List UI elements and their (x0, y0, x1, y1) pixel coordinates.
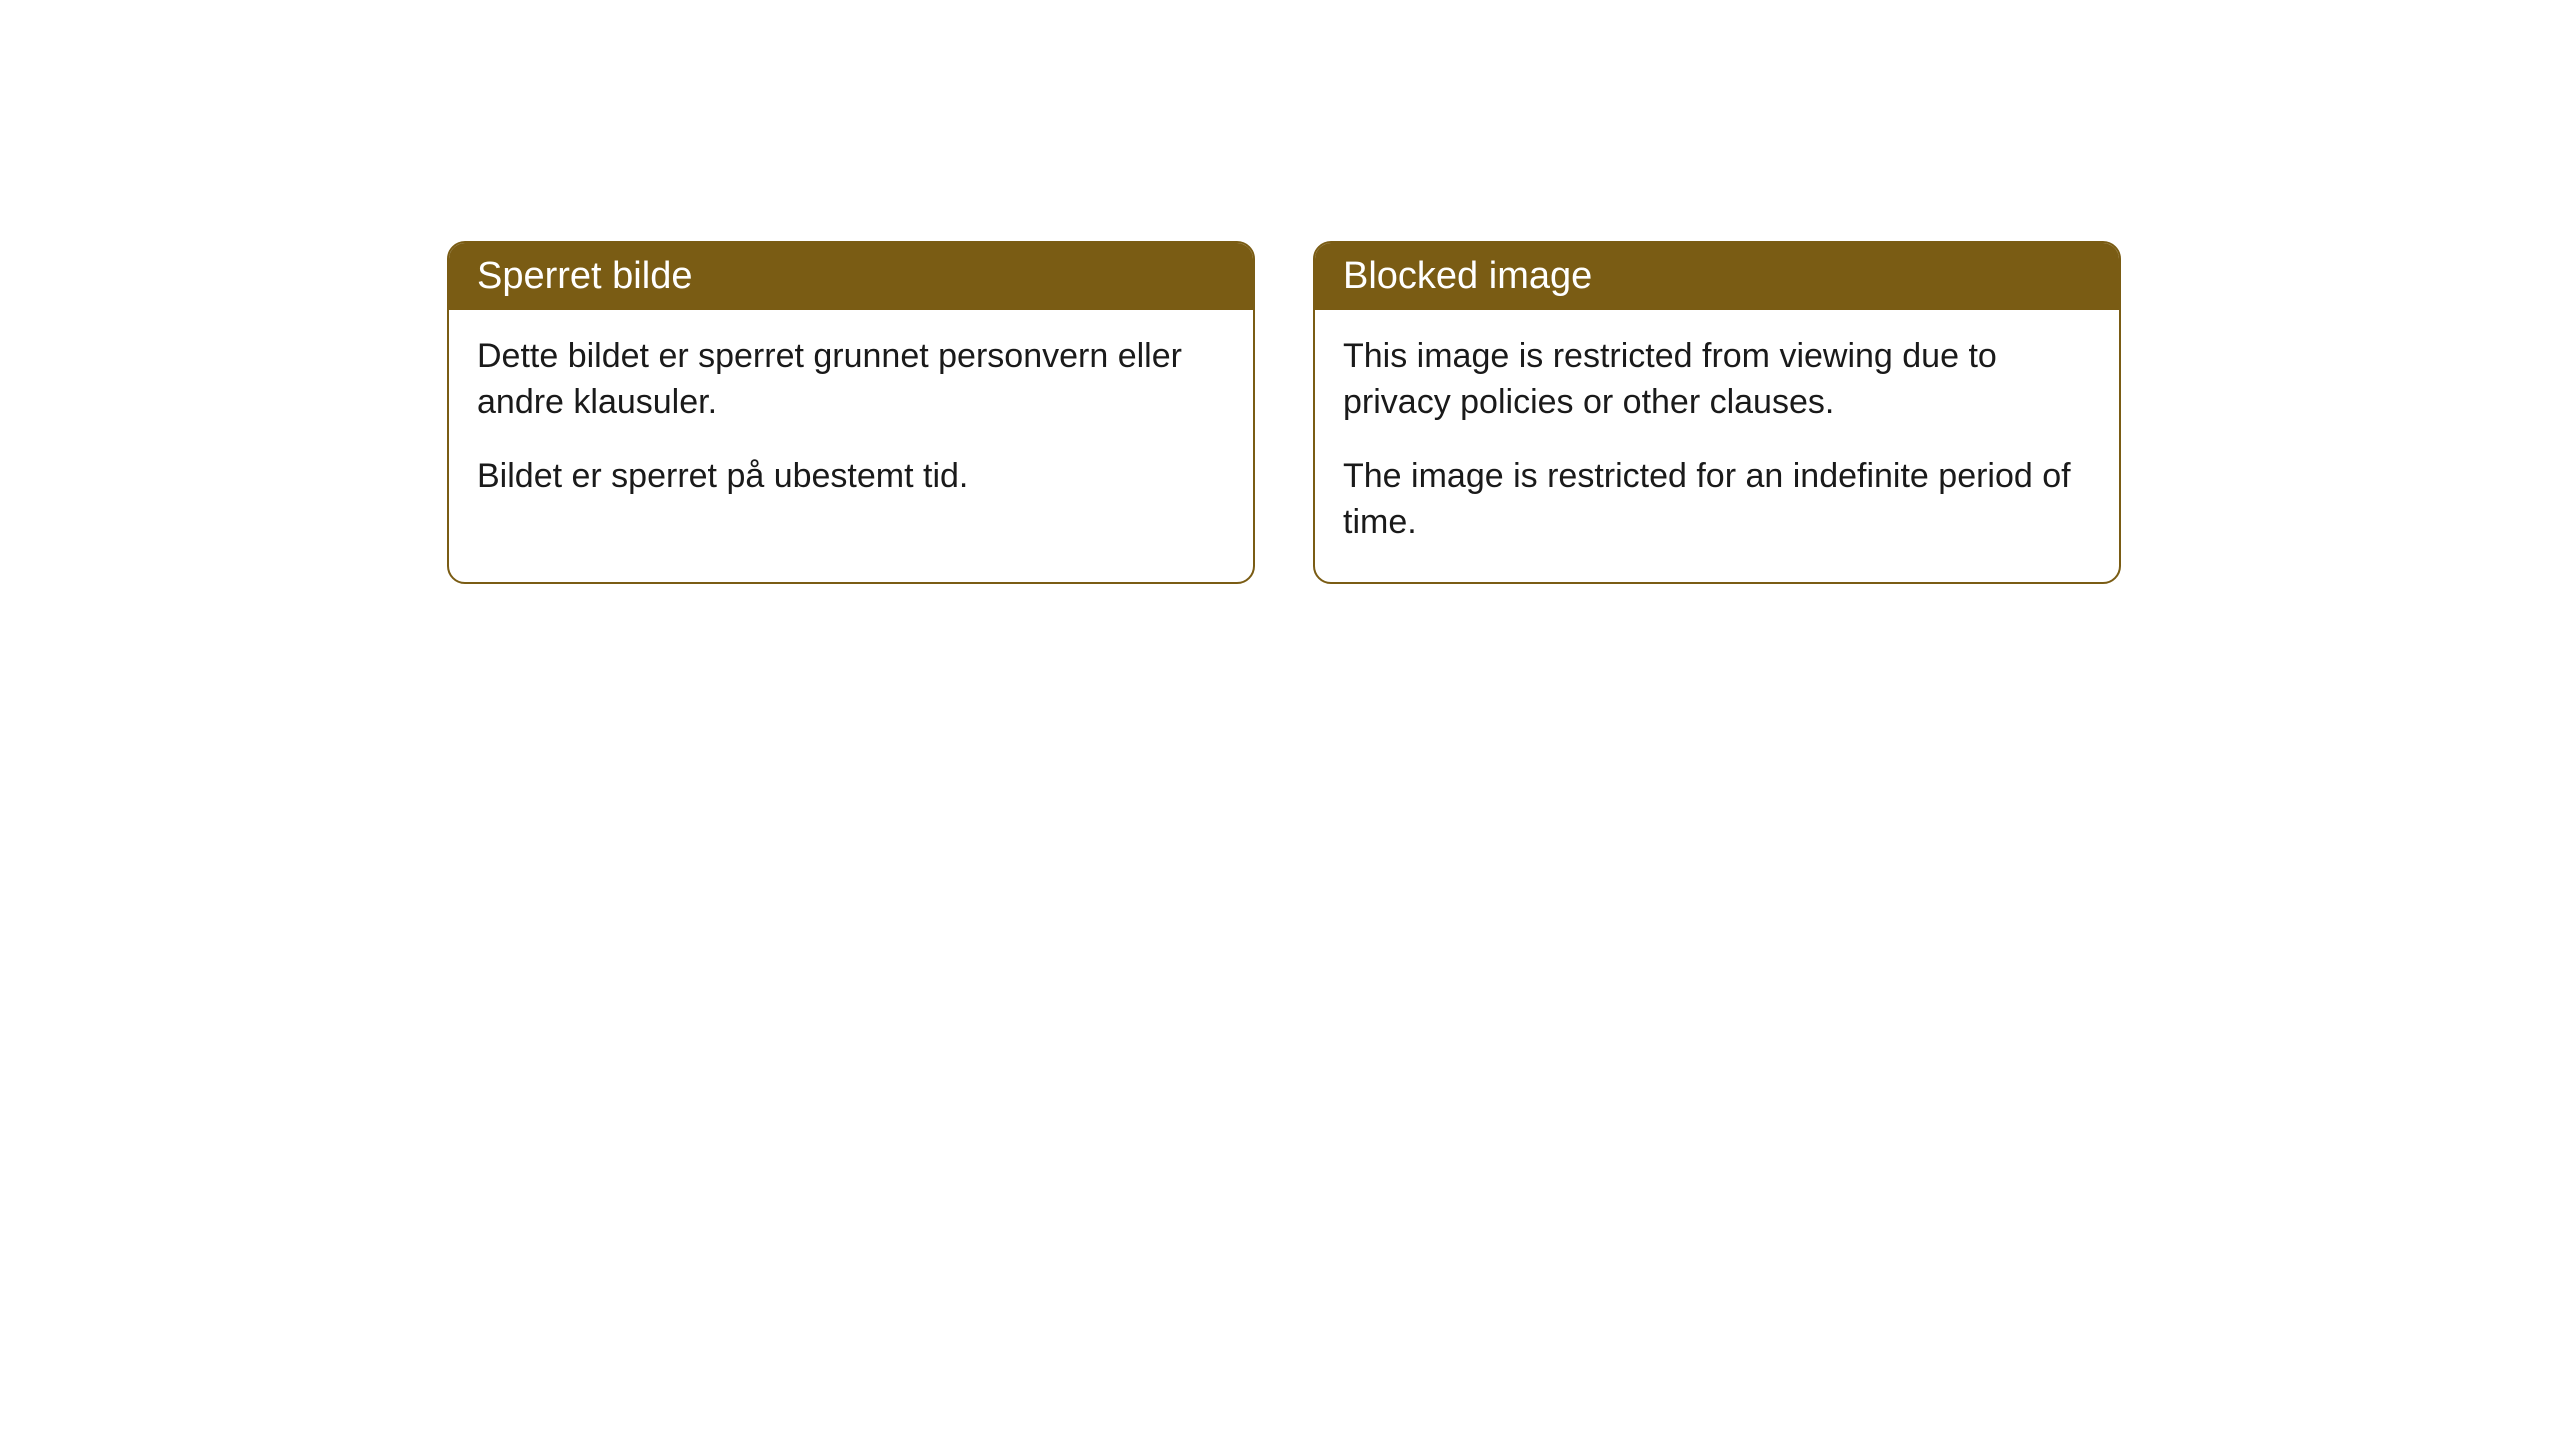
card-body: This image is restricted from viewing du… (1315, 310, 2119, 582)
card-header: Blocked image (1315, 243, 2119, 310)
card-body: Dette bildet er sperret grunnet personve… (449, 310, 1253, 536)
card-header: Sperret bilde (449, 243, 1253, 310)
notice-card-english: Blocked image This image is restricted f… (1313, 241, 2121, 584)
card-paragraph: Dette bildet er sperret grunnet personve… (477, 334, 1225, 426)
notice-cards-container: Sperret bilde Dette bildet er sperret gr… (447, 241, 2121, 584)
card-paragraph: This image is restricted from viewing du… (1343, 334, 2091, 426)
notice-card-norwegian: Sperret bilde Dette bildet er sperret gr… (447, 241, 1255, 584)
card-paragraph: Bildet er sperret på ubestemt tid. (477, 454, 1225, 500)
card-title: Blocked image (1343, 255, 1592, 297)
card-paragraph: The image is restricted for an indefinit… (1343, 454, 2091, 546)
card-title: Sperret bilde (477, 255, 692, 297)
